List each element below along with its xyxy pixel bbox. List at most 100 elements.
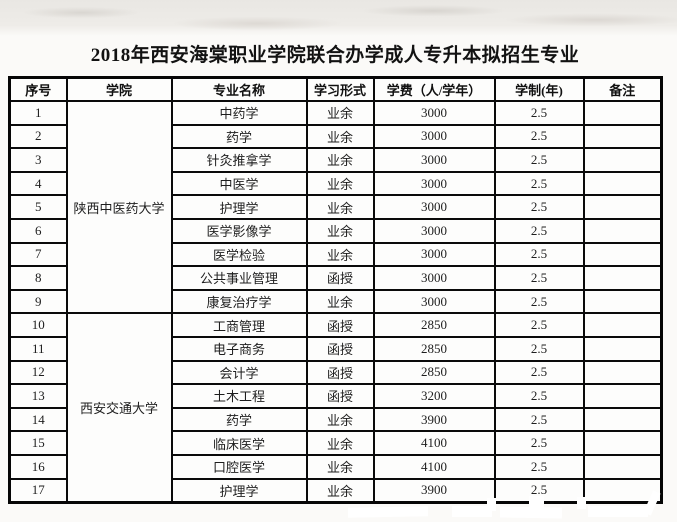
form-cell: 业余 (305, 241, 375, 268)
table-row: 15 临床医学 业余 4100 2.5 (8, 430, 663, 456)
fee-cell: 3900 (372, 477, 496, 504)
serial-cell: 1 (8, 100, 68, 126)
major-cell: 中医学 (170, 170, 308, 197)
serial-cell: 3 (8, 147, 68, 173)
note-cell (582, 288, 663, 315)
fee-cell: 4100 (372, 453, 496, 480)
note-cell (582, 123, 663, 150)
serial-cell: 17 (8, 477, 68, 504)
duration-cell: 2.5 (493, 123, 585, 150)
serial-cell: 7 (8, 241, 68, 268)
table-header: 序号 学院 专业名称 学习形式 学费（人/学年） 学制(年) 备注 (8, 76, 663, 102)
table-row: 7 医学检验 业余 3000 2.5 (8, 241, 663, 268)
fee-cell: 4100 (372, 430, 496, 456)
serial-cell: 11 (8, 335, 68, 362)
form-cell: 业余 (305, 147, 375, 173)
serial-cell: 5 (8, 194, 68, 220)
admissions-table: 序号 学院 专业名称 学习形式 学费（人/学年） 学制(年) 备注 1 陕西中医药… (8, 76, 663, 505)
table-row: 5 护理学 业余 3000 2.5 (8, 194, 663, 220)
form-cell: 业余 (305, 430, 375, 456)
form-cell: 业余 (305, 288, 375, 315)
note-cell (582, 147, 663, 173)
major-cell: 中药学 (170, 100, 308, 126)
header-major: 专业名称 (170, 76, 308, 102)
table-row: 4 中医学 业余 3000 2.5 (8, 170, 663, 197)
table-row: 12 会计学 函授 2850 2.5 (8, 359, 663, 386)
watermark-blob (347, 506, 429, 518)
form-cell: 业余 (305, 100, 375, 126)
serial-cell: 14 (8, 406, 68, 433)
form-cell: 函授 (305, 383, 375, 409)
fee-cell: 3000 (372, 288, 496, 315)
serial-cell: 8 (8, 265, 68, 291)
header-form: 学习形式 (305, 76, 375, 102)
watermark-blob (499, 506, 563, 519)
table-row: 6 医学影像学 业余 3000 2.5 (8, 217, 663, 244)
note-cell (582, 217, 663, 244)
note-cell (582, 100, 663, 126)
duration-cell: 2.5 (493, 194, 585, 220)
major-cell: 护理学 (170, 194, 308, 220)
note-cell (582, 170, 663, 197)
watermark-blob (487, 498, 496, 511)
form-cell: 函授 (305, 335, 375, 362)
serial-cell: 13 (8, 383, 68, 409)
duration-cell: 2.5 (493, 312, 585, 338)
duration-cell: 2.5 (493, 147, 585, 173)
duration-cell: 2.5 (493, 430, 585, 456)
form-cell: 业余 (305, 123, 375, 150)
major-cell: 口腔医学 (170, 453, 308, 480)
duration-cell: 2.5 (493, 288, 585, 315)
duration-cell: 2.5 (493, 406, 585, 433)
form-cell: 业余 (305, 477, 375, 504)
serial-cell: 9 (8, 288, 68, 315)
major-cell: 会计学 (170, 359, 308, 386)
fee-cell: 3000 (372, 265, 496, 291)
major-cell: 针灸推拿学 (170, 147, 308, 173)
form-cell: 业余 (305, 453, 375, 480)
fee-cell: 2850 (372, 312, 496, 338)
watermark-blob (452, 506, 492, 517)
header-duration: 学制(年) (493, 76, 585, 102)
form-cell: 函授 (305, 265, 375, 291)
form-cell: 函授 (305, 312, 375, 338)
note-cell (582, 312, 663, 338)
table-row: 1 陕西中医药大学 中药学 业余 3000 2.5 (8, 99, 663, 315)
table-body: 1 陕西中医药大学 中药学 业余 3000 2.5 2 药学 业余 3000 2.5 3 针灸推拿学 业余… (8, 99, 663, 504)
table-row: 10 西安交通大学 工商管理 函授 2850 2.5 (8, 312, 663, 504)
header-college: 学院 (65, 76, 173, 102)
note-cell (582, 335, 663, 362)
note-cell (582, 265, 663, 291)
table-row: 13 土木工程 函授 3200 2.5 (8, 383, 663, 409)
serial-cell: 12 (8, 359, 68, 386)
serial-cell: 2 (8, 123, 68, 150)
note-cell (582, 359, 663, 386)
note-cell (582, 430, 663, 456)
table-row: 2 药学 业余 3000 2.5 (8, 123, 663, 150)
fee-cell: 3000 (372, 147, 496, 173)
major-cell: 医学影像学 (170, 217, 308, 244)
major-cell: 公共事业管理 (170, 265, 308, 291)
header-fee: 学费（人/学年） (372, 76, 496, 102)
watermark-blob (577, 497, 586, 509)
major-cell: 电子商务 (170, 335, 308, 362)
duration-cell: 2.5 (493, 100, 585, 126)
fee-cell: 3000 (372, 100, 496, 126)
college-cell: 西安交通大学 (65, 312, 173, 504)
college-cell: 陕西中医药大学 (65, 99, 173, 315)
serial-cell: 4 (8, 170, 68, 197)
fee-cell: 3000 (372, 170, 496, 197)
major-cell: 药学 (170, 406, 308, 433)
major-cell: 护理学 (170, 477, 308, 504)
scan-noise-strip (0, 0, 677, 36)
fee-cell: 3000 (372, 241, 496, 268)
form-cell: 业余 (305, 170, 375, 197)
serial-cell: 15 (8, 430, 68, 456)
serial-cell: 10 (8, 312, 68, 338)
duration-cell: 2.5 (493, 335, 585, 362)
page-title: 2018年西安海棠职业学院联合办学成人专升本拟招生专业 (90, 45, 580, 66)
form-cell: 业余 (305, 406, 375, 433)
table-row: 3 针灸推拿学 业余 3000 2.5 (8, 147, 663, 173)
serial-cell: 16 (8, 453, 68, 480)
